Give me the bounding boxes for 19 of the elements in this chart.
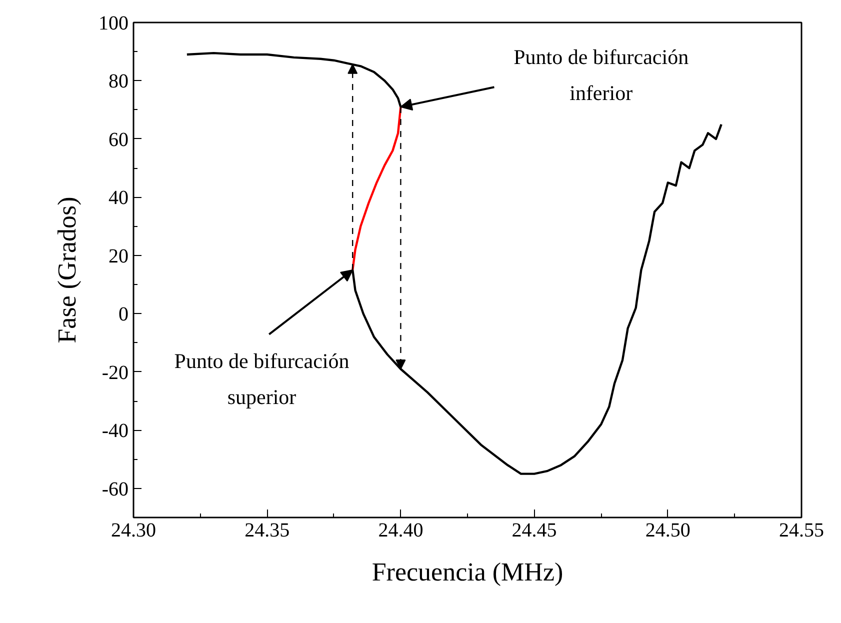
annotation: Punto de bifurcación inferior [514,44,690,105]
y-tick-label: 60 [108,128,128,151]
y-tick-label: 20 [108,245,128,268]
y-tick-label: -40 [102,420,129,442]
x-tick-label: 24.45 [512,520,557,542]
x-tick-label: 24.30 [111,520,156,542]
x-tick-label: 24.40 [378,520,424,542]
y-tick-label: 100 [98,12,128,34]
y-tick-label: 0 [118,304,128,326]
y-tick-label: 40 [108,187,128,210]
x-tick-label: 24.55 [779,520,824,542]
annotation: Punto de bifurcación superior [174,348,350,409]
x-axis-title: Frecuencia (MHz) [372,558,564,586]
y-tick-label: -60 [102,478,129,500]
y-axis-title: Fase (Grados) [52,196,82,344]
x-tick-label: 24.50 [645,520,690,542]
x-tick-label: 24.35 [244,520,290,542]
y-tick-label: -20 [102,362,129,384]
y-tick-label: 80 [108,70,128,93]
